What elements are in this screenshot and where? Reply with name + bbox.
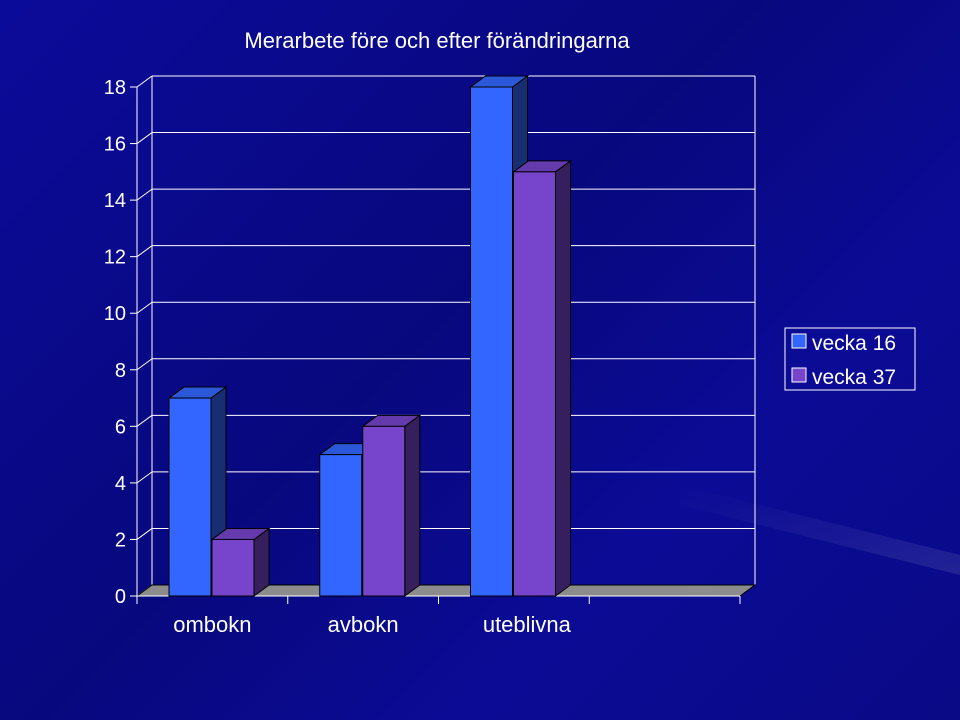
legend: vecka 16 vecka 37 [784,327,916,391]
wall-diagonal-16 [136,132,153,144]
legend-label-vecka-16: vecka 16 [812,332,896,355]
bar-front [470,86,513,597]
bar-front [319,454,363,597]
y-tick-label-14: 14 [104,190,126,212]
bar-side [253,527,270,597]
legend-frame [784,327,916,391]
x-tick-label-ombokn: ombokn [173,612,251,637]
legend-label-vecka-37: vecka 37 [812,366,896,389]
bar-front [168,397,212,597]
y-tick-label-4: 4 [115,473,126,495]
y-tick-label-16: 16 [104,134,126,156]
bar-front [513,171,556,597]
wall-diagonal-14 [136,188,153,201]
bar-front [362,425,406,597]
y-tick-label-2: 2 [115,529,126,551]
bar-avbokn-vecka-37 [361,414,422,597]
y-tick-label-8: 8 [115,360,126,382]
bar-side [555,159,571,597]
bar-front [211,538,255,597]
x-tick-label-avbokn: avbokn [328,612,399,637]
chart-title: Merarbete före och efter förändringarna [244,28,630,53]
y-tick-label-12: 12 [104,247,126,269]
wall-diagonal-6 [136,414,153,427]
bar-ombokn-vecka-37 [210,527,271,597]
legend-swatch-vecka-37 [791,367,807,383]
y-tick-label-18: 18 [104,77,126,99]
background-streak [680,485,960,575]
y-tick-label-0: 0 [115,586,126,608]
y-tick-label-6: 6 [115,416,126,438]
bar-uteblivna-vecka-37 [511,159,573,597]
bar-side [404,414,421,597]
wall-diagonal-2 [136,528,153,540]
wall-diagonal-12 [136,245,153,258]
wall-diagonal-10 [136,301,153,314]
bars [167,75,573,597]
legend-swatch-vecka-16 [791,333,807,349]
y-axis: 0 2 4 6 8 10 12 14 16 18 [104,77,741,608]
gridlines [136,75,756,597]
x-axis-labels: ombokn avbokn uteblivna [173,612,571,637]
wall-diagonal-4 [136,471,153,484]
wall-diagonal-8 [136,358,153,371]
x-tick-label-uteblivna: uteblivna [483,612,572,637]
wall-diagonal-18 [136,75,153,88]
y-tick-label-10: 10 [104,303,126,325]
